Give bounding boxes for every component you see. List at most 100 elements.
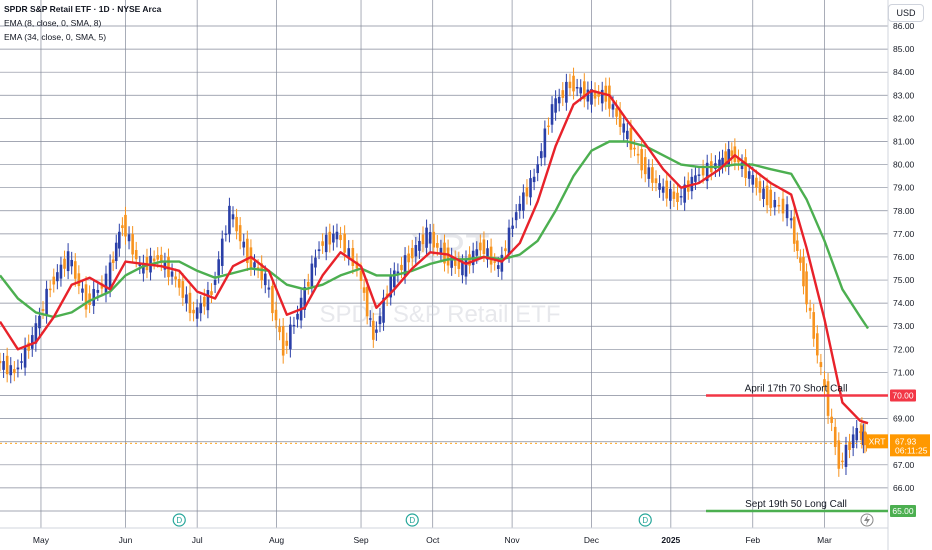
price-candle	[860, 425, 864, 441]
price-candle	[111, 259, 115, 263]
price-candle	[27, 342, 30, 351]
last-price-value: 67.93	[895, 436, 917, 446]
price-candle	[848, 441, 851, 451]
price-candle	[210, 291, 213, 295]
y-tick-label: 69.00	[893, 414, 915, 424]
price-candle	[9, 365, 13, 376]
price-candle	[77, 273, 81, 287]
price-candle	[359, 270, 363, 281]
dividend-marker-icon[interactable]	[172, 513, 186, 527]
price-candle	[841, 460, 844, 463]
price-candle	[393, 270, 396, 288]
price-candle	[121, 225, 124, 229]
x-tick-label: 2025	[661, 535, 680, 545]
price-candle	[108, 262, 112, 290]
price-candle	[246, 238, 249, 263]
price-candle	[177, 279, 181, 288]
chart-legend: SPDR S&P Retail ETF · 1D · NYSE Arca EMA…	[4, 2, 161, 44]
price-candle	[629, 127, 633, 150]
price-candle	[271, 285, 274, 314]
price-candle	[104, 273, 108, 295]
price-candle	[579, 87, 583, 94]
legend-ema-fast[interactable]: EMA (8, close, 0, SMA, 8)	[4, 18, 102, 28]
price-candle	[92, 288, 96, 306]
price-candle	[705, 162, 709, 182]
price-candle	[192, 309, 195, 314]
price-candle	[38, 315, 41, 329]
price-candle	[382, 297, 385, 323]
price-candle	[572, 75, 575, 92]
price-candle	[321, 241, 324, 246]
x-tick-label: Dec	[584, 535, 600, 545]
price-candle	[84, 284, 88, 310]
price-candle	[727, 149, 731, 167]
price-candle	[16, 367, 20, 370]
x-tick-label: Oct	[426, 535, 440, 545]
price-candle	[773, 199, 777, 208]
price-candle	[507, 227, 511, 255]
price-candle	[20, 361, 23, 363]
price-candle	[586, 89, 590, 102]
y-tick-label: 73.00	[893, 321, 915, 331]
price-candle	[679, 196, 683, 198]
dividend-marker-label: D	[409, 516, 415, 525]
currency-button[interactable]: USD	[888, 4, 924, 22]
price-candle	[751, 175, 755, 185]
price-candle	[762, 188, 765, 200]
price-candle	[446, 247, 450, 266]
price-candle	[823, 379, 826, 387]
dividend-marker-icon[interactable]	[638, 513, 652, 527]
price-candle	[777, 204, 781, 207]
price-candle	[661, 186, 665, 193]
price-candle	[694, 175, 697, 182]
y-tick-label: 72.00	[893, 344, 915, 354]
price-candle	[747, 171, 751, 179]
price-candle	[56, 272, 59, 282]
price-candle	[289, 324, 292, 350]
x-tick-label: Mar	[817, 535, 832, 545]
price-candle	[436, 243, 439, 248]
price-candle	[550, 104, 554, 125]
price-candle	[400, 264, 403, 271]
legend-ema-slow[interactable]: EMA (34, close, 0, SMA, 5)	[4, 32, 107, 42]
y-tick-label: 74.00	[893, 298, 915, 308]
price-candle	[439, 247, 443, 255]
price-candle	[855, 428, 859, 441]
price-candle	[403, 255, 407, 276]
price-candle	[554, 98, 557, 113]
dividend-marker-icon[interactable]	[405, 513, 419, 527]
price-candle	[697, 174, 701, 176]
price-candle	[324, 234, 328, 253]
price-candle	[332, 233, 335, 243]
price-candle	[199, 303, 203, 314]
price-candle	[457, 259, 461, 269]
price-candle	[658, 183, 661, 190]
price-candle	[672, 191, 676, 199]
price-candle	[372, 320, 375, 340]
price-candle	[48, 288, 52, 291]
price-candle	[500, 254, 504, 272]
y-tick-label: 84.00	[893, 67, 915, 77]
price-candle	[267, 287, 271, 290]
price-candle	[785, 204, 789, 219]
price-candle	[514, 212, 518, 221]
price-candle	[253, 262, 256, 268]
price-candle	[489, 246, 493, 265]
price-candle	[34, 323, 38, 344]
y-tick-label: 86.00	[893, 21, 915, 31]
price-candle	[633, 147, 636, 150]
price-candle	[96, 289, 100, 293]
price-candle	[152, 258, 156, 262]
price-candle	[486, 248, 489, 260]
y-tick-label: 75.00	[893, 275, 915, 285]
price-candle	[368, 318, 372, 320]
price-candle	[418, 240, 421, 251]
strike-line-label: Sept 19th 50 Long Call	[745, 499, 847, 510]
price-candle	[224, 233, 228, 235]
price-candle	[461, 262, 464, 276]
price-candle	[665, 180, 669, 199]
y-tick-label: 80.00	[893, 160, 915, 170]
price-candle	[235, 216, 238, 232]
price-candle	[138, 264, 142, 266]
